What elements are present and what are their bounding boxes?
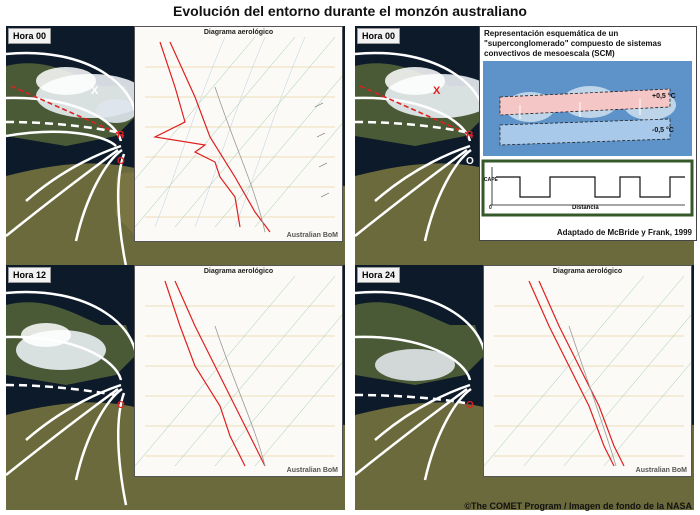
diagram-title: Diagrama aerológico bbox=[203, 29, 274, 36]
panel-hour-24: O Hora 24 Diagrama aerológico Australian… bbox=[355, 265, 694, 510]
hour-label: Hora 00 bbox=[357, 28, 401, 44]
cape-axis-label: CAPE bbox=[484, 177, 498, 183]
skewt-grid bbox=[483, 275, 694, 467]
diagram-title: Diagrama aerológico bbox=[203, 268, 274, 275]
dewpoint-trace bbox=[164, 280, 246, 467]
hour-label: Hora 00 bbox=[8, 28, 52, 44]
marker-r: R bbox=[466, 130, 474, 141]
dewpoint-trace bbox=[153, 41, 241, 228]
warm-anomaly bbox=[499, 88, 671, 116]
marker-r: R bbox=[117, 130, 125, 141]
schematic-graphic bbox=[481, 61, 694, 217]
schematic-credit: Adaptado de McBride y Frank, 1999 bbox=[556, 228, 692, 237]
hour-label: Hora 24 bbox=[357, 267, 401, 283]
figure-title: Evolución del entorno durante el monzón … bbox=[173, 3, 527, 19]
distance-axis-label: Distancia bbox=[572, 205, 599, 211]
marker-o: O bbox=[466, 400, 474, 411]
skewt-grid bbox=[94, 36, 345, 233]
temperature-trace bbox=[174, 280, 266, 467]
temperature-trace bbox=[169, 41, 271, 233]
cape-trace bbox=[496, 176, 685, 198]
hour-label: Hora 12 bbox=[8, 267, 52, 283]
diagram-brand: Australian BoM bbox=[286, 467, 338, 474]
aerological-diagram: Diagrama aerológico Australian BoM bbox=[134, 265, 345, 477]
panel-hour-12: O Hora 12 Diagrama aerológico Australian… bbox=[6, 265, 345, 510]
marker-x: X bbox=[91, 85, 99, 97]
marker-o: O bbox=[466, 156, 474, 167]
temperature-trace bbox=[538, 280, 625, 467]
skewt-grid bbox=[134, 275, 345, 467]
image-credit: ©The COMET Program / Imagen de fondo de … bbox=[464, 501, 692, 511]
marker-x: X bbox=[433, 85, 441, 97]
cape-origin: 0 bbox=[489, 205, 492, 211]
mcs-schematic: Representación esquemática de un "superc… bbox=[479, 26, 697, 241]
diagram-title: Diagrama aerológico bbox=[552, 268, 623, 275]
dewpoint-trace bbox=[528, 280, 615, 467]
panel-hour-00-sounding: X R O Hora 00 bbox=[6, 26, 345, 271]
schematic-title: Representación esquemática de un "superc… bbox=[484, 29, 662, 58]
aerological-diagram: Diagrama aerológico Australian BoM bbox=[483, 265, 694, 477]
diagram-brand: Australian BoM bbox=[635, 467, 687, 474]
warm-anomaly-label: +0,5 °C bbox=[652, 93, 676, 100]
marker-o: O bbox=[117, 400, 125, 411]
aerological-diagram: Diagrama aerológico Australian BoM bbox=[94, 26, 345, 242]
marker-o: O bbox=[117, 156, 125, 167]
diagram-brand: Australian BoM bbox=[286, 232, 338, 239]
cool-anomaly bbox=[499, 118, 671, 146]
cool-anomaly-label: -0,5 °C bbox=[652, 127, 674, 134]
